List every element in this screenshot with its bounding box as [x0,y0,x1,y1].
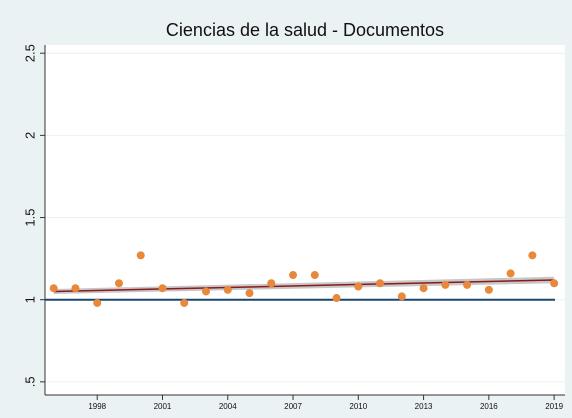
y-tick-label: 2 [22,132,37,139]
x-tick-label: 1998 [88,402,106,411]
point [114,279,123,288]
point [202,287,211,296]
point [441,280,450,289]
point [528,251,537,260]
x-tick-label: 2010 [349,402,367,411]
point [354,282,363,291]
point [49,284,58,293]
chart-title: Ciencias de la salud - Documentos [166,20,444,40]
point [136,251,145,260]
y-tick-label: 2.5 [22,44,37,62]
point [158,284,167,293]
point [310,271,319,280]
point [419,284,428,293]
x-tick-label: 2004 [219,402,237,411]
fit-line [53,279,555,293]
point [550,279,559,288]
plot-area [45,45,565,395]
point [267,279,276,288]
y-tick-label: 1.5 [22,208,37,226]
x-tick-label: 2016 [480,402,498,411]
y-tick-label: .5 [22,376,37,387]
point [463,280,472,289]
x-tick-label: 2001 [154,402,172,411]
point [332,294,341,303]
x-tick-label: 2019 [545,402,563,411]
point [397,292,406,301]
point [484,285,493,294]
point [245,289,254,298]
point [93,298,102,307]
point [506,269,515,278]
y-tick-label: 1 [22,296,37,303]
x-tick-label: 2007 [284,402,302,411]
x-tick-label: 2013 [415,402,433,411]
point [71,284,80,293]
point [376,279,385,288]
point [180,298,189,307]
point [223,285,232,294]
point [289,271,298,280]
